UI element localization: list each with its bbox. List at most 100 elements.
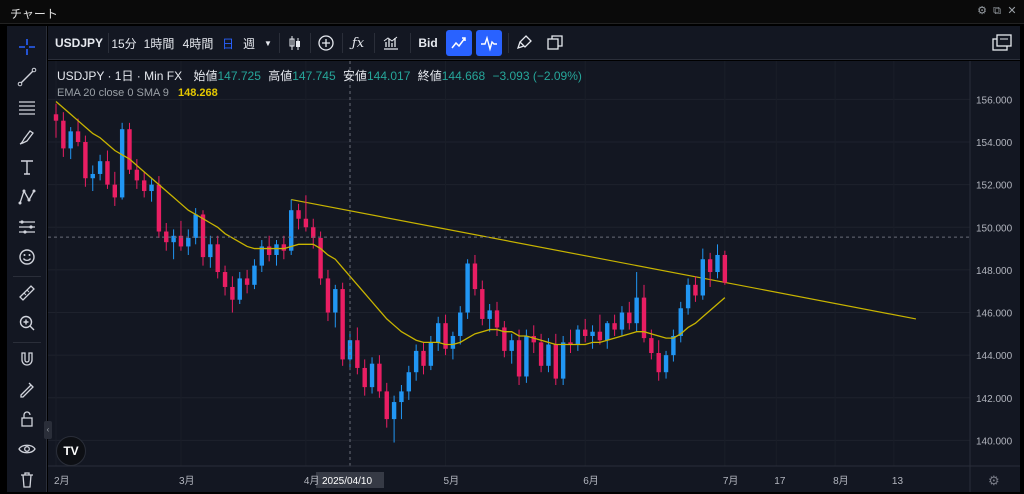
magnet-icon[interactable] xyxy=(13,346,41,372)
legend-change: −3.093 (−2.09%) xyxy=(492,69,582,83)
interval-1d[interactable]: 日 xyxy=(221,36,234,51)
candle-body xyxy=(715,254,720,273)
candle-body xyxy=(53,114,59,121)
legend-close: 144.668 xyxy=(441,69,486,83)
brush-tool-icon[interactable] xyxy=(13,124,41,150)
candle-body xyxy=(406,372,411,392)
candle-body xyxy=(619,312,625,330)
candle-body xyxy=(83,142,88,179)
candle-body xyxy=(700,259,705,296)
symbol-button[interactable]: USDJPY xyxy=(54,36,104,50)
layout-windows-icon[interactable] xyxy=(988,30,1016,56)
tradingview-logo-icon: TV xyxy=(56,436,86,466)
price-axis xyxy=(970,61,1020,492)
candle-body xyxy=(289,210,294,251)
trash-icon[interactable] xyxy=(13,466,41,492)
templates-icon[interactable] xyxy=(378,30,404,56)
candle-body xyxy=(377,363,382,392)
copy-layout-icon[interactable] xyxy=(542,30,568,56)
popout-icon[interactable]: ⧉ xyxy=(993,5,1001,17)
candle-body xyxy=(502,327,507,351)
price-chart[interactable]: 149.5362025/04/10147.422 156.000154.0001… xyxy=(48,61,1020,492)
price-tick-label: 148.000 xyxy=(976,266,1013,277)
lock-drawing-icon[interactable] xyxy=(13,376,41,402)
text-tool-icon[interactable] xyxy=(13,154,41,180)
candle-body xyxy=(443,323,448,349)
chart-pane[interactable]: 149.5362025/04/10147.422 156.000154.0001… xyxy=(44,61,1020,492)
candle-body xyxy=(318,237,323,279)
close-icon[interactable]: ✕ xyxy=(1007,5,1017,17)
candle-body xyxy=(568,342,573,345)
price-tick-label: 150.000 xyxy=(976,223,1013,234)
candle-body xyxy=(156,184,162,232)
interval-dropdown-icon[interactable]: ▼ xyxy=(264,38,272,48)
candle-body xyxy=(671,335,676,356)
trendline xyxy=(291,198,917,320)
candle-body xyxy=(413,350,419,373)
candle-body xyxy=(259,246,264,266)
candle-body xyxy=(597,331,603,341)
candle-body xyxy=(68,131,73,149)
candle-body xyxy=(605,323,610,341)
horizontal-lines-tool-icon[interactable] xyxy=(13,94,41,120)
candle-body xyxy=(399,391,404,403)
time-tick-label: 2月 xyxy=(54,475,70,487)
axis-settings-icon[interactable]: ⚙ xyxy=(988,473,1000,488)
collapse-toolbar-icon[interactable]: ‹ xyxy=(44,421,52,439)
crosshair-tool-icon[interactable] xyxy=(13,34,41,60)
candle-body xyxy=(340,289,345,360)
interval-4h[interactable]: 4時間 xyxy=(182,36,214,51)
legend-symbol: USDJPY · 1日 · Min FX xyxy=(57,69,183,83)
candle-type-icon[interactable] xyxy=(284,30,306,56)
ruler-tool-icon[interactable] xyxy=(13,280,41,306)
candle-body xyxy=(707,259,713,273)
legend-low-label: 安値 xyxy=(342,69,367,83)
candle-body xyxy=(450,335,456,349)
measure-lines-tool-icon[interactable] xyxy=(13,214,41,240)
unlock-icon[interactable] xyxy=(13,406,41,432)
price-type-button[interactable]: Bid xyxy=(418,36,438,50)
candle-body xyxy=(311,227,316,238)
time-tick-label: 3月 xyxy=(179,475,195,487)
pattern-tool-icon[interactable] xyxy=(13,184,41,210)
candle-body xyxy=(480,289,485,319)
candle-body xyxy=(472,263,478,290)
candle-body xyxy=(215,244,220,273)
candle-body xyxy=(391,402,397,420)
indicators-fx-icon[interactable]: ƒx xyxy=(351,35,365,51)
candle-body xyxy=(355,340,360,368)
candle-body xyxy=(105,161,110,185)
legend-high-label: 高値 xyxy=(268,69,293,83)
time-tick-label: 7月 xyxy=(723,475,739,487)
pulse-toggle-icon[interactable] xyxy=(476,30,502,56)
settings-icon[interactable]: ⚙ xyxy=(977,5,987,17)
candle-body xyxy=(531,335,536,343)
candle-body xyxy=(546,344,551,366)
interval-1w[interactable]: 週 xyxy=(242,36,255,51)
chart-line-toggle-icon[interactable] xyxy=(446,30,472,56)
drawing-toolbar xyxy=(7,26,47,492)
candle-body xyxy=(200,214,206,258)
zoom-in-icon[interactable] xyxy=(13,310,41,336)
candle-body xyxy=(193,214,198,238)
clear-drawings-icon[interactable] xyxy=(512,30,538,56)
window-title: チャート xyxy=(10,7,58,21)
add-compare-icon[interactable] xyxy=(314,30,338,56)
trendline-tool-icon[interactable] xyxy=(13,64,41,90)
candle-body xyxy=(612,323,617,330)
emoji-tool-icon[interactable] xyxy=(13,244,41,270)
legend-high: 147.745 xyxy=(292,69,336,83)
candle-body xyxy=(112,184,117,198)
candle-body xyxy=(583,329,588,336)
candle-body xyxy=(634,297,639,324)
interval-1h[interactable]: 1時間 xyxy=(143,36,175,51)
legend-open-label: 始値 xyxy=(193,69,218,83)
candle-body xyxy=(325,278,331,313)
crosshair-date-label-bg xyxy=(316,472,384,488)
candle-body xyxy=(553,344,558,379)
interval-15m[interactable]: 15分 xyxy=(111,36,137,51)
price-tick-label: 140.000 xyxy=(976,436,1013,447)
indicator-name[interactable]: EMA 20 close 0 SMA 9 xyxy=(57,87,169,99)
eye-icon[interactable] xyxy=(13,436,41,462)
candle-body xyxy=(362,367,367,388)
